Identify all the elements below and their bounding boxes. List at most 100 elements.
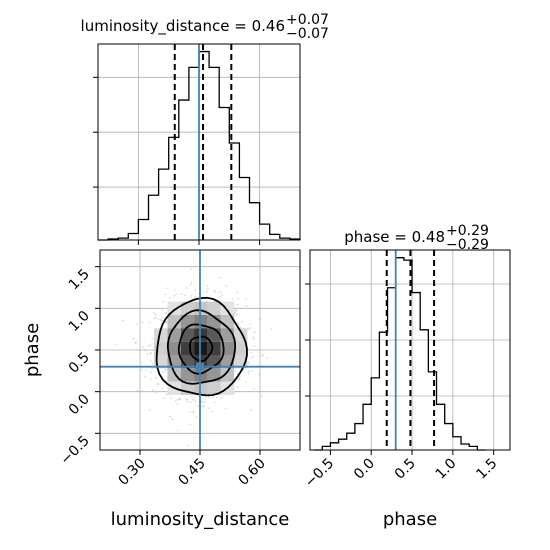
joint-sample-point (250, 352, 253, 354)
joint-sample-point (162, 397, 165, 400)
joint-sample-point (245, 298, 248, 301)
joint-sample-point (197, 404, 200, 407)
joint-density-cell (220, 368, 235, 382)
joint-sample-point (136, 323, 138, 325)
phase-ytick-label-4: 1.5 (66, 266, 93, 293)
joint-sample-point (270, 328, 273, 330)
joint-sample-point (157, 318, 160, 320)
joint-sample-point (245, 305, 248, 308)
joint-density-cell (234, 341, 248, 355)
joint-sample-point (186, 400, 189, 403)
joint-sample-point (253, 331, 256, 334)
joint-sample-point (154, 314, 157, 316)
joint-sample-point (206, 291, 208, 293)
joint-sample-point (247, 372, 250, 375)
joint-sample-point (149, 352, 152, 354)
panel-phase-hist: phase = 0.48 +0.29 −0.29 −0.5 0.0 0.5 1.0 1.… (302, 223, 511, 491)
joint-sample-point (207, 288, 209, 291)
joint-sample-point (164, 368, 167, 371)
joint-density-cell (207, 301, 221, 315)
joint-sample-point (206, 285, 209, 287)
joint-sample-point (260, 395, 263, 398)
joint-sample-point (191, 411, 194, 413)
joint-sample-point (247, 361, 250, 363)
joint-density-cell (207, 381, 221, 395)
joint-sample-point (157, 383, 160, 386)
joint-sample-point (236, 312, 239, 315)
joint-contour-0 (155, 296, 248, 397)
joint-sample-point (140, 362, 143, 364)
joint-sample-point (190, 296, 192, 298)
joint-sample-point (250, 409, 253, 412)
joint-sample-point (159, 319, 162, 321)
joint-sample-point (179, 398, 182, 401)
joint-sample-point (171, 418, 174, 421)
joint-sample-point (161, 309, 164, 312)
joint-sample-point (164, 321, 167, 324)
phase-ytick-label-2: 0.5 (66, 350, 93, 377)
joint-sample-point (121, 319, 124, 322)
joint-sample-point (155, 376, 157, 379)
joint-sample-point (233, 311, 236, 314)
joint-sample-point (237, 297, 240, 300)
joint-sample-point (194, 289, 197, 292)
joint-density-cell (180, 368, 195, 382)
joint-sample-point (203, 405, 205, 407)
joint-sample-point (235, 304, 238, 306)
luminosity-distance-xtick-label-1: 0.45 (175, 456, 208, 489)
joint-sample-point (164, 312, 167, 315)
joint-sample-point (201, 406, 204, 408)
joint-sample-point (248, 328, 251, 331)
joint-sample-point (115, 343, 118, 346)
joint-sample-point (190, 294, 193, 296)
joint-sample-point (178, 398, 181, 401)
joint-sample-point (253, 345, 256, 347)
joint-density-cell (220, 301, 235, 315)
joint-sample-point (250, 356, 253, 359)
joint-density-cell (180, 341, 195, 355)
joint-sample-point (162, 387, 164, 390)
phase-hist-frame (309, 249, 511, 451)
joint-sample-point (219, 277, 222, 279)
joint-sample-point (239, 326, 242, 329)
joint-contour-1 (167, 309, 236, 385)
joint-sample-point (207, 396, 210, 399)
joint-sample-point (200, 400, 203, 403)
phase-xtick-label-1: 0.0 (351, 456, 378, 483)
joint-sample-point (145, 369, 148, 372)
joint-sample-point (144, 349, 147, 351)
joint-sample-point (231, 298, 234, 301)
joint-density-cell (167, 315, 181, 329)
joint-sample-point (195, 416, 198, 419)
joint-sample-point (194, 296, 197, 299)
joint-sample-point (208, 407, 211, 409)
joint-sample-point (165, 312, 168, 314)
joint-sample-point (164, 371, 167, 374)
joint-density-cell (207, 315, 221, 329)
phase-xtick-label-3: 1.0 (433, 456, 460, 483)
joint-contour-3 (189, 335, 214, 362)
joint-sample-point (161, 370, 164, 373)
luminosity-distance-title-err-minus: −0.07 (286, 26, 329, 42)
joint-sample-point (132, 337, 135, 340)
joint-sample-point (166, 287, 169, 289)
joint-sample-point (176, 403, 179, 405)
joint-sample-point (179, 397, 182, 400)
joint-sample-point (252, 338, 255, 340)
joint-sample-point (169, 297, 171, 299)
phase-xtick-label-2: 0.5 (392, 456, 419, 483)
joint-sample-point (249, 323, 252, 325)
joint-sample-point (151, 362, 154, 364)
joint-sample-point (140, 369, 143, 371)
luminosity-distance-title: luminosity_distance = 0.46 (81, 17, 285, 36)
phase-ytick-label-1: 0.0 (66, 391, 93, 418)
luminosity-distance-xtick-label-2: 0.60 (235, 456, 268, 489)
joint-sample-point (150, 371, 153, 374)
joint-sample-point (234, 309, 237, 312)
joint-sample-point (214, 290, 217, 293)
joint-sample-point (251, 370, 253, 372)
joint-sample-point (165, 320, 168, 323)
joint-sample-point (261, 355, 264, 357)
phase-hist-step (314, 257, 486, 451)
